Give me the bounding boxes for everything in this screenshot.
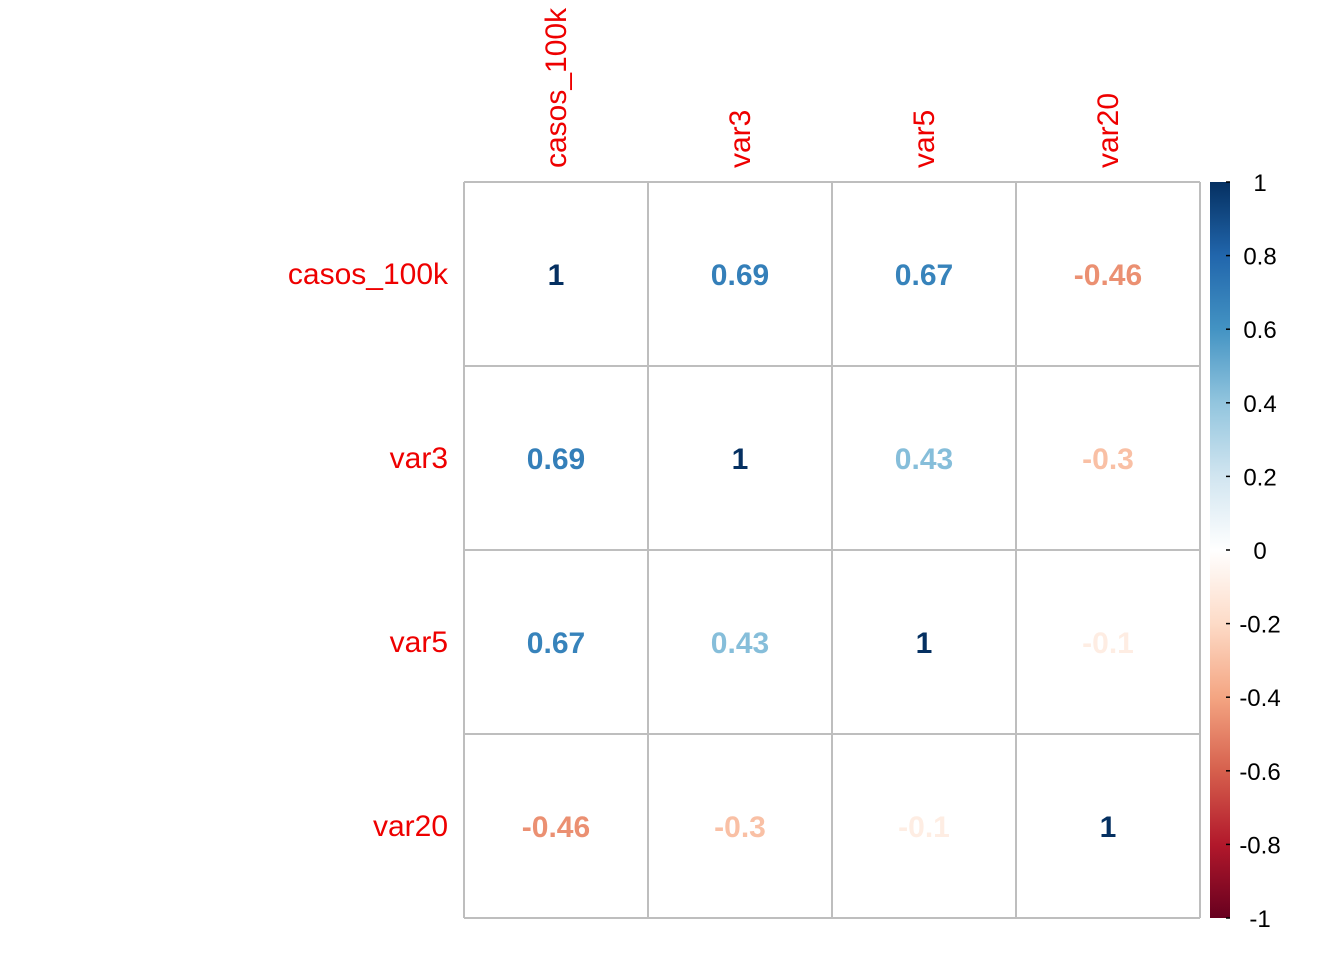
cell-value: 0.43	[711, 627, 769, 660]
cell-value: -0.3	[1082, 443, 1134, 476]
colorbar: 1 0.8 0.6 0.4 0.2 0 -0.2 -0.4 -0.6 -0.8 -1	[1210, 170, 1281, 933]
row-label: var20	[373, 810, 448, 843]
cell-value: 0.69	[527, 443, 585, 476]
cell-value: 1	[1100, 811, 1117, 844]
colorbar-ticks: 1 0.8 0.6 0.4 0.2 0 -0.2 -0.4 -0.6 -0.8 -1	[1226, 170, 1281, 933]
row-labels: casos_100k var3 var5 var20	[288, 258, 449, 843]
row-label: var3	[390, 442, 448, 475]
column-labels: casos_100k var3 var5 var20	[540, 7, 1125, 168]
cell-value: 0.67	[527, 627, 585, 660]
cell-value: 0.67	[895, 259, 953, 292]
colorbar-tick-label: 0.8	[1243, 244, 1276, 271]
column-label: var20	[1092, 93, 1125, 168]
row-label: var5	[390, 626, 448, 659]
cell-value: -0.1	[1082, 627, 1134, 660]
cell-value: 1	[916, 627, 933, 660]
cell-value: -0.3	[714, 811, 766, 844]
column-label: var3	[724, 110, 757, 168]
cell-value: -0.46	[1074, 259, 1142, 292]
cell-value: -0.46	[522, 811, 590, 844]
colorbar-tick-label: -0.8	[1239, 832, 1280, 859]
cell-value: 0.69	[711, 259, 769, 292]
colorbar-tick-label: 0.4	[1243, 391, 1276, 418]
row-label: casos_100k	[288, 258, 449, 291]
colorbar-tick-label: 1	[1253, 170, 1266, 197]
matrix-cells: 1 0.69 0.67 -0.46 0.69 1 0.43 -0.3 0.67 0.43 1 -0.1…	[522, 259, 1142, 844]
cell-value: 1	[732, 443, 749, 476]
colorbar-tick-label: -0.6	[1239, 759, 1280, 786]
colorbar-tick-label: 0.6	[1243, 317, 1276, 344]
colorbar-tick-label: -1	[1249, 906, 1270, 933]
colorbar-tick-label: -0.2	[1239, 612, 1280, 639]
column-label: var5	[908, 110, 941, 168]
colorbar-tick-label: -0.4	[1239, 685, 1280, 712]
matrix-grid	[463, 181, 1201, 919]
column-label: casos_100k	[540, 7, 573, 168]
colorbar-tick-label: 0	[1253, 538, 1266, 565]
colorbar-tick-label: 0.2	[1243, 464, 1276, 491]
cell-value: -0.1	[898, 811, 950, 844]
cell-value: 1	[548, 259, 565, 292]
cell-value: 0.43	[895, 443, 953, 476]
colorbar-gradient	[1210, 182, 1230, 918]
